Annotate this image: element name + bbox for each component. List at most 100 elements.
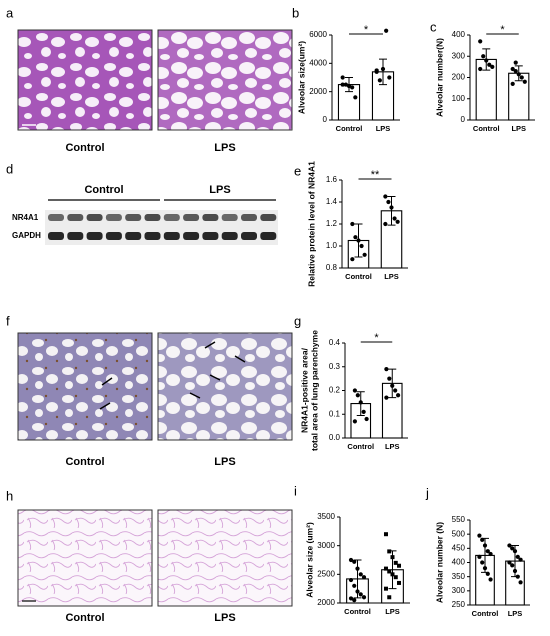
blot-row-label: GAPDH	[12, 231, 41, 240]
image-caption: LPS	[214, 456, 235, 468]
data-point	[488, 577, 493, 582]
blot-band	[163, 232, 180, 240]
significance: *	[364, 24, 369, 36]
data-point	[393, 575, 398, 580]
blot-band	[125, 232, 142, 240]
blot-band	[48, 214, 64, 221]
blot-band	[86, 232, 103, 240]
blot-band	[183, 214, 200, 221]
y-tick-label: 550	[452, 515, 466, 524]
data-point	[362, 252, 367, 257]
data-point	[355, 566, 360, 571]
data-point	[364, 416, 369, 422]
image-caption: LPS	[214, 142, 235, 154]
y-tick-label: 2000	[317, 598, 335, 607]
data-point	[518, 580, 523, 585]
data-point	[478, 39, 483, 44]
x-tick-label: LPS	[376, 124, 391, 133]
blot-band	[67, 232, 84, 240]
data-point	[387, 549, 392, 554]
y-tick-label: 300	[452, 586, 466, 595]
data-point	[348, 596, 354, 601]
image-caption: Control	[65, 142, 104, 154]
significance: **	[371, 169, 380, 181]
data-point	[488, 551, 493, 557]
blot-band	[183, 232, 200, 240]
data-point	[361, 595, 367, 600]
data-point	[374, 68, 379, 73]
data-point	[380, 66, 386, 72]
data-point	[343, 82, 348, 87]
data-point	[387, 376, 392, 381]
x-tick-label: Control	[472, 609, 499, 618]
x-tick-label: Control	[345, 272, 372, 281]
y-tick-label: 100	[452, 94, 466, 103]
data-point	[386, 199, 391, 205]
y-axis-label: Relative protein level of NR4A1	[306, 161, 316, 287]
y-tick-label: 300	[452, 51, 466, 60]
data-point	[397, 580, 402, 585]
blot-group: Control	[84, 184, 123, 196]
data-point	[350, 257, 355, 262]
data-point	[485, 549, 490, 554]
panel-letter: j	[425, 485, 429, 500]
image-caption: LPS	[214, 612, 235, 624]
blot-band	[260, 232, 277, 240]
data-point	[480, 537, 485, 542]
panel-letter: g	[294, 313, 301, 328]
y-tick-label: 2500	[317, 569, 335, 578]
data-point	[393, 560, 398, 565]
blot-row-label: NR4A1	[12, 213, 39, 222]
data-point	[397, 563, 402, 568]
panel-letter: d	[6, 161, 13, 176]
y-tick-label: 350	[452, 572, 466, 581]
data-point	[350, 85, 355, 90]
y-axis-label: Alveolar number (N)	[434, 522, 444, 603]
data-point	[480, 560, 485, 565]
data-point	[515, 574, 520, 579]
y-tick-label: 6000	[309, 30, 327, 39]
y-tick-label: 0	[461, 115, 466, 124]
y-tick-label: 1.4	[326, 197, 338, 206]
data-point	[389, 205, 394, 210]
data-point	[513, 60, 518, 65]
blot-band	[67, 214, 84, 221]
blot-band	[105, 214, 122, 221]
x-tick-label: LPS	[385, 442, 400, 451]
data-point	[518, 557, 523, 562]
data-point	[348, 577, 354, 583]
data-point	[359, 243, 364, 249]
blot-band	[105, 232, 122, 240]
data-point	[507, 560, 512, 565]
data-point	[481, 54, 486, 59]
data-point	[522, 79, 527, 84]
data-point	[340, 82, 345, 87]
y-tick-label: 3500	[317, 512, 335, 521]
y-tick-label: 400	[452, 30, 466, 39]
y-axis-label: NR4A1-positive area/	[299, 347, 309, 433]
data-point	[510, 66, 515, 72]
significance: *	[374, 332, 379, 344]
micrograph	[157, 332, 293, 441]
blot-band	[241, 232, 257, 240]
blot-band	[125, 214, 142, 221]
y-tick-label: 2000	[309, 87, 327, 96]
data-point	[390, 555, 395, 560]
blot-band	[144, 232, 161, 240]
x-tick-label: LPS	[384, 272, 399, 281]
y-tick-label: 200	[452, 73, 466, 82]
data-point	[355, 589, 360, 594]
data-point	[396, 393, 401, 398]
micrograph	[17, 509, 153, 607]
micrograph	[157, 29, 293, 131]
blot-band	[86, 214, 103, 221]
image-caption: Control	[65, 456, 104, 468]
y-tick-label: 0.0	[329, 433, 341, 442]
blot-band	[48, 232, 64, 240]
data-point	[384, 367, 389, 372]
data-point	[512, 568, 518, 574]
blot-band	[202, 232, 219, 240]
data-point	[482, 543, 488, 548]
data-point	[383, 221, 388, 227]
y-tick-label: 0.4	[329, 338, 341, 347]
